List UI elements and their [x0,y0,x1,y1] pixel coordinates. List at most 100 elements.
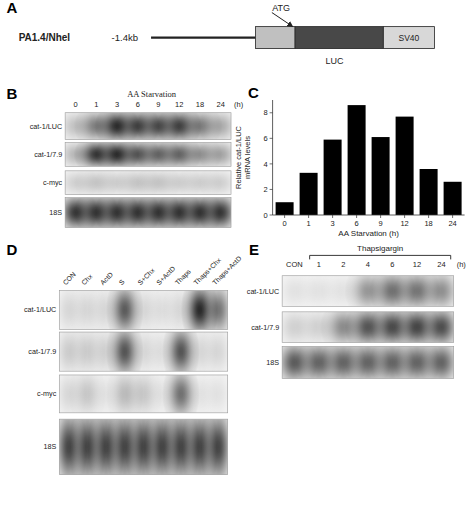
construct-diagram: PA1.4/Nhel-1.4kbATGLUCSV40 [19,3,435,66]
luc-box [295,27,383,49]
row-label: cat-1/7.9 [251,323,279,332]
lane-label: Thaps+ActD [211,255,243,287]
gel-band [418,276,454,307]
panel-label: D [7,241,18,258]
lane-label: S [118,278,126,286]
y-tick [270,138,273,139]
promoter-line [151,36,256,38]
x-tick [284,215,285,218]
gel-border [65,198,231,228]
row-label: c-myc [37,389,57,398]
gel-band [198,171,231,195]
y-tick-label: 8 [263,108,267,117]
x-tick-label: 18 [424,219,432,228]
y-tick [270,112,273,113]
blot-title: AA Starvation [127,89,177,99]
panel-label: B [7,85,18,102]
lane-label: 18 [196,100,204,109]
x-tick [380,215,381,218]
y-tick [270,189,273,190]
figure: PA1.4/Nhel-1.4kbATGLUCSV40A01369121824(h… [0,0,474,505]
lane-label: S+Chx [136,266,156,286]
row-label: 18S [49,208,62,217]
gel-border [65,113,231,140]
x-tick [332,215,333,218]
row-label: cat-1/LUC [30,122,62,131]
lane-label: Chx [80,272,94,286]
lane-label: 12 [175,100,183,109]
gel-bands [59,375,227,413]
lane-label: 12 [413,260,421,269]
annotation: PA1.4/Nhel [19,32,71,43]
lane-label: 24 [437,260,445,269]
x-tick [356,215,357,218]
y-tick-label: 6 [263,134,267,143]
blot-panel: CON12461224(h)Thapsigargincat-1/LUCcat-1… [247,244,467,392]
gel-border [65,171,231,195]
gel-border [59,332,227,371]
annotation: LUC [326,56,345,66]
panel-label: A [7,0,18,16]
gel-bands [65,198,231,228]
gel-bands [65,113,231,140]
lane-label: 9 [156,100,160,109]
blot-title: Thapsigargin [357,244,403,253]
gel-band [199,419,227,475]
lane-label: 6 [390,260,394,269]
gel-border [282,347,454,379]
x-tick-label: 0 [283,219,287,228]
gel-band [199,332,227,371]
lane-label: 24 [216,100,224,109]
bar [324,140,342,215]
lane-label: 4 [366,260,370,269]
x-axis-line [273,215,465,216]
gel-band [198,113,231,140]
y-axis-label-line: mRNA levels [243,136,252,179]
bar [444,182,462,215]
panel-label: C [248,84,259,101]
treatment-bracket [310,255,451,259]
lane-label: 1 [317,260,321,269]
gel-band [199,290,227,329]
gel-band [199,375,227,413]
x-tick-label: 9 [379,219,383,228]
lane-label: ActD [99,271,114,286]
row-label: c-myc [43,178,63,187]
bar-chart: 0246801369121824AA Starvation (h)Relativ… [234,100,465,238]
atg-arrow [272,13,293,27]
gel-bands [282,276,454,307]
bars [276,105,462,215]
x-tick [452,215,453,218]
lane-unit: (h) [457,260,467,269]
utr-box [256,27,295,49]
gel-bands [282,312,454,343]
gel-bands [59,290,227,329]
gel-band [198,198,231,228]
bar [348,105,366,215]
x-tick-label: 1 [307,219,311,228]
lane-label: 2 [341,260,345,269]
row-label: cat-1/7.9 [34,150,62,159]
gel-border [59,419,227,475]
lane-label: 0 [73,100,77,109]
x-tick-label: 12 [400,219,408,228]
annotation: -1.4kb [112,32,138,43]
row-label: cat-1/LUC [24,305,56,314]
gel-bands [65,171,231,195]
lane-label: 3 [115,100,119,109]
y-tick-label: 0 [263,211,267,220]
x-tick [308,215,309,218]
annotation: SV40 [399,33,420,43]
x-tick-label: 3 [331,219,335,228]
blot-panel: 01369121824(h)AA Starvationcat-1/LUCcat-… [30,89,244,239]
lane-label: Thaps [174,267,193,286]
lane-unit: (h) [234,100,244,109]
gel-border [282,276,454,307]
y-axis-label: Relative cat-1/LUCmRNA levels [234,125,252,189]
panel-label: E [249,241,259,258]
lane-label: 6 [136,100,140,109]
bar [300,173,318,215]
gel-band [418,347,454,379]
gel-bands [59,419,227,475]
gel-band [198,143,231,167]
